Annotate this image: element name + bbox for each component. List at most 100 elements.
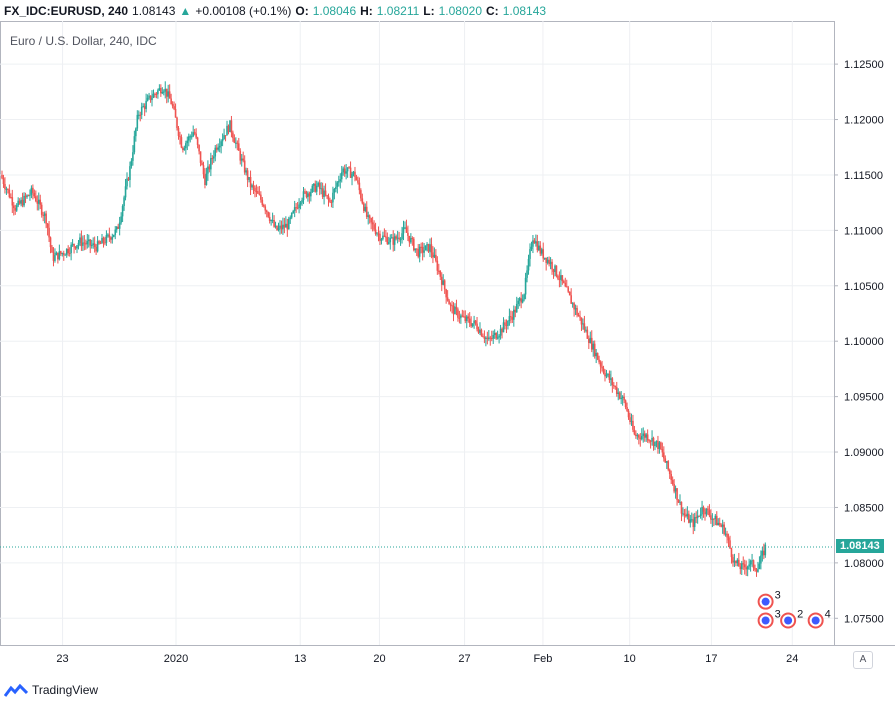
candle-body (357, 180, 359, 183)
candle-body (639, 437, 642, 440)
candle-body (343, 168, 346, 174)
candle-body (154, 93, 156, 95)
candle-body (129, 166, 131, 180)
candle-body (746, 566, 749, 570)
candle-body (429, 244, 431, 252)
tradingview-logo-icon[interactable] (4, 683, 28, 697)
candle-body (686, 513, 689, 517)
candle-body (15, 205, 18, 211)
candle-body (361, 198, 364, 204)
footer: TradingView (4, 681, 98, 699)
close-value: 1.08143 (502, 4, 547, 18)
candle-body (402, 227, 405, 234)
symbol-label[interactable]: FX_IDC:EURUSD, 240 (4, 4, 129, 18)
candle-body (440, 276, 443, 285)
chart-area[interactable]: 1.12500 1.12000 1.11500 1.11000 1.10500 1.100… (0, 21, 895, 672)
candle-body (449, 304, 452, 306)
candle-body (282, 224, 284, 230)
candle-body (165, 88, 168, 97)
candle-body (287, 218, 290, 230)
candle-body (167, 91, 169, 97)
candle-body (514, 309, 517, 313)
candle-body (158, 88, 161, 91)
candle-body (515, 303, 518, 313)
auto-scale-button[interactable]: A (853, 651, 873, 669)
candle-body (735, 560, 737, 564)
candle-body (245, 170, 247, 173)
candle-body (30, 187, 33, 195)
candle-body (408, 235, 411, 243)
candle-body (598, 359, 600, 363)
candle-body (51, 247, 53, 253)
candle-body (638, 435, 640, 438)
candle-body (120, 216, 122, 223)
candle-body (161, 91, 164, 94)
candle-body (471, 323, 474, 327)
candle-body (189, 136, 192, 138)
candle-body (268, 216, 271, 221)
candle-body (742, 563, 745, 565)
candle-body (740, 563, 743, 570)
candle-body (358, 182, 361, 191)
candle-body (349, 167, 352, 178)
candle-body (690, 519, 693, 521)
candle-body (467, 316, 470, 319)
brand-label[interactable]: TradingView (32, 683, 99, 697)
candle-body (37, 199, 40, 204)
candle-body (564, 282, 567, 287)
candle-body (68, 253, 71, 255)
candle-body (80, 237, 83, 246)
x-tick-label: 17 (705, 653, 717, 665)
candle-body (571, 303, 574, 305)
candle-body (173, 106, 175, 109)
candle-body (420, 246, 422, 248)
candle-body (310, 191, 312, 197)
candle-body (186, 140, 189, 144)
candle-body (168, 91, 171, 99)
candle-body (754, 567, 756, 570)
candle-body (561, 275, 564, 282)
candle-body (86, 241, 89, 245)
candle-body (536, 241, 539, 251)
candle-body (4, 184, 6, 189)
candle-body (726, 533, 728, 538)
candle-body (715, 515, 718, 526)
candle-body (20, 199, 22, 204)
open-value: 1.08046 (312, 4, 357, 18)
candle-body (640, 435, 643, 440)
candle-body (354, 171, 356, 178)
candle-body (543, 257, 546, 259)
y-tick-label: 1.12500 (844, 59, 884, 71)
candle-body (5, 188, 8, 190)
candle-body (223, 135, 225, 140)
candle-body (64, 254, 67, 256)
candle-body (312, 183, 315, 186)
candle-body (455, 306, 458, 310)
candle-body (102, 237, 105, 243)
candle-body (101, 237, 103, 244)
candle-body (196, 137, 199, 145)
candle-body (629, 417, 631, 422)
candle-body (389, 238, 392, 243)
price-chart[interactable]: 1.12500 1.12000 1.11500 1.11000 1.10500 1.100… (0, 21, 895, 672)
candle-body (285, 223, 287, 228)
candle-body (760, 555, 762, 564)
candle-body (351, 173, 353, 178)
candle-body (45, 213, 47, 224)
candle-body (648, 440, 650, 442)
candle-body (190, 136, 193, 138)
open-label: O: (295, 4, 309, 18)
candle-body (601, 366, 603, 369)
candle-body (236, 142, 239, 144)
candle-body (457, 309, 459, 318)
candle-body (374, 229, 377, 234)
candle-body (688, 513, 690, 523)
candle-body (464, 316, 467, 322)
candle-body (674, 488, 677, 492)
candle-body (330, 201, 333, 203)
flag-icon (761, 616, 770, 625)
candle-body (146, 97, 149, 101)
candle-body (201, 162, 203, 166)
candle-body (96, 241, 99, 252)
candle-body (657, 440, 659, 450)
